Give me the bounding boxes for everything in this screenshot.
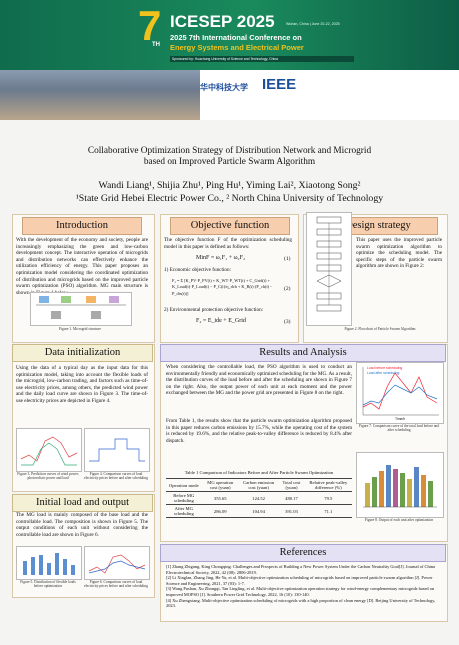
figure bbox=[84, 428, 150, 472]
chart-image bbox=[20, 436, 78, 466]
cell: 286.09 bbox=[201, 504, 239, 518]
reference-list: [1] Zhang Zhigang, King Chongqing. Chall… bbox=[166, 564, 440, 609]
table: Operation mode MG operation cost (yuan) Ca… bbox=[166, 478, 352, 518]
reference: [1] Zhang Zhigang, King Chongqing. Chall… bbox=[166, 564, 436, 575]
authors: Wandi Liang¹, Shijia Zhu¹, Ping Hu¹, Yim… bbox=[98, 180, 361, 191]
cell: 355.65 bbox=[201, 491, 239, 505]
caption: Figure 4. Comparison curves of load elec… bbox=[84, 472, 148, 481]
paragraph: The MG load is mainly composed of the ba… bbox=[16, 512, 148, 538]
chart-image bbox=[23, 553, 75, 575]
cell: After MG scheduling bbox=[166, 504, 202, 518]
university: 华中科技大学 bbox=[200, 83, 248, 92]
figure bbox=[16, 428, 82, 472]
photo bbox=[0, 70, 200, 120]
figure bbox=[356, 452, 444, 518]
equation: F₂ = E_ide + E_Grid bbox=[196, 318, 246, 324]
cell: Before MG scheduling bbox=[166, 491, 202, 505]
logo: ICESEP 2025 bbox=[170, 12, 275, 31]
cell: 391.03 bbox=[278, 504, 305, 518]
caption: Figure 6. Comparison curves of load elec… bbox=[84, 580, 148, 589]
table-header: Operation mode MG operation cost (yuan) Ca… bbox=[166, 478, 352, 492]
equation-number: (3) bbox=[284, 319, 291, 325]
figure bbox=[16, 546, 82, 580]
section-heading: Introduction bbox=[22, 217, 142, 235]
title-line: based on Improved Particle Swarm Algorit… bbox=[143, 157, 316, 167]
equation: MinF = ω₁F₁ + ω₂F₂ bbox=[196, 255, 246, 261]
cell: 480.17 bbox=[278, 491, 305, 505]
subtitle: Energy Systems and Electrical Power bbox=[170, 43, 304, 52]
title-line: Collaborative Optimization Strategy of D… bbox=[87, 146, 372, 156]
paragraph: When considering the controllable load, … bbox=[166, 364, 352, 397]
cell: 79.5 bbox=[304, 491, 352, 505]
paragraph: Using the data of a typical day as the i… bbox=[16, 365, 148, 404]
cell: 104.94 bbox=[238, 504, 279, 518]
section-heading: Initial load and output bbox=[12, 494, 153, 512]
legend-entry: Load after scheduling bbox=[367, 371, 400, 375]
edition: 7 bbox=[138, 2, 162, 49]
section-heading: References bbox=[160, 544, 446, 562]
paragraph: The objective function F of the optimiza… bbox=[164, 237, 292, 250]
caption: Figure 3. Prediction curves of wind powe… bbox=[17, 472, 79, 481]
sponsor: Sponsored by: Huazhong University of Sci… bbox=[170, 56, 354, 62]
ieee: IEEE bbox=[262, 76, 297, 93]
caption: Figure 7. Comparison curve of the total … bbox=[358, 424, 440, 433]
equation: F₁ = Σ [K_PV·P_PV(t) + K_WT·P_WT(t) + C_… bbox=[172, 278, 273, 296]
caption: Figure 5. Distribution of flexible loads… bbox=[20, 580, 76, 589]
reference: [4] Xu Zhengxiang. Multi-objective optim… bbox=[166, 597, 436, 609]
diagram bbox=[36, 296, 126, 319]
caption: Figure 8. Output of each unit after opti… bbox=[364, 518, 434, 522]
table-row: After MG scheduling 286.09 104.94 391.03 71.… bbox=[166, 504, 352, 518]
cell: 71.1 bbox=[304, 504, 352, 518]
header-cell: Relative peak-valley difference (%) bbox=[304, 478, 352, 492]
paragraph: This paper uses the improved particle sw… bbox=[356, 237, 442, 270]
figure: Load before scheduling Load after schedu… bbox=[356, 362, 444, 424]
location: Wuhan, China | June 20-22, 2025 bbox=[286, 22, 340, 26]
header-cell: MG operation cost (yuan) bbox=[201, 478, 239, 492]
caption: Figure 1. Microgrid structure bbox=[59, 327, 101, 331]
axis-label: Time/h bbox=[395, 417, 406, 421]
table-caption: Table 1 Comparison of Indicators Before … bbox=[184, 470, 334, 475]
paragraph: 1) Economic objective function: bbox=[164, 267, 231, 273]
section bbox=[160, 214, 299, 343]
title: Collaborative Optimization Strategy of D… bbox=[0, 146, 459, 168]
paragraph: From Table 1, the results show that the … bbox=[166, 418, 352, 444]
reference: [2] Li Xinglan, Zhang Jing, He Yu, et al… bbox=[166, 575, 433, 586]
section-heading: Results and Analysis bbox=[160, 344, 446, 362]
cell: 124.52 bbox=[238, 491, 279, 505]
table-row: Before MG scheduling 355.65 124.52 480.17 79… bbox=[166, 491, 352, 505]
header-cell: Carbon emission cost (yuan) bbox=[238, 478, 279, 492]
section-heading: Objective function bbox=[170, 217, 290, 235]
affiliation: ¹State Grid Hebei Electric Power Co., ² … bbox=[75, 193, 384, 204]
chart-image bbox=[89, 438, 145, 462]
chart-image bbox=[363, 465, 437, 508]
legend-entry: Load before scheduling bbox=[367, 366, 403, 370]
subtitle: 2025 7th International Conference on bbox=[170, 33, 302, 42]
edition-suffix: TH bbox=[152, 42, 160, 48]
figure bbox=[84, 546, 150, 580]
equation-number: (2) bbox=[284, 286, 291, 292]
paragraph: With the development of the economy and … bbox=[16, 237, 148, 296]
chart-image bbox=[88, 554, 146, 574]
equation-number: (1) bbox=[284, 256, 291, 262]
section-heading: Data initialization bbox=[12, 344, 153, 362]
caption: Figure 2. Flowchart of Particle Swarm Al… bbox=[344, 327, 416, 331]
reference: [3] Wang Pushan, Xu Zhongqi, Tan Linglin… bbox=[166, 586, 435, 597]
header-cell: Total cost (yuan) bbox=[278, 478, 305, 492]
figure bbox=[306, 212, 352, 326]
header-cell: Operation mode bbox=[166, 478, 202, 492]
chart-image bbox=[362, 367, 439, 416]
flowchart bbox=[316, 216, 342, 312]
figure bbox=[30, 292, 132, 326]
paragraph: 2) Environmental protection objective fu… bbox=[164, 307, 264, 313]
